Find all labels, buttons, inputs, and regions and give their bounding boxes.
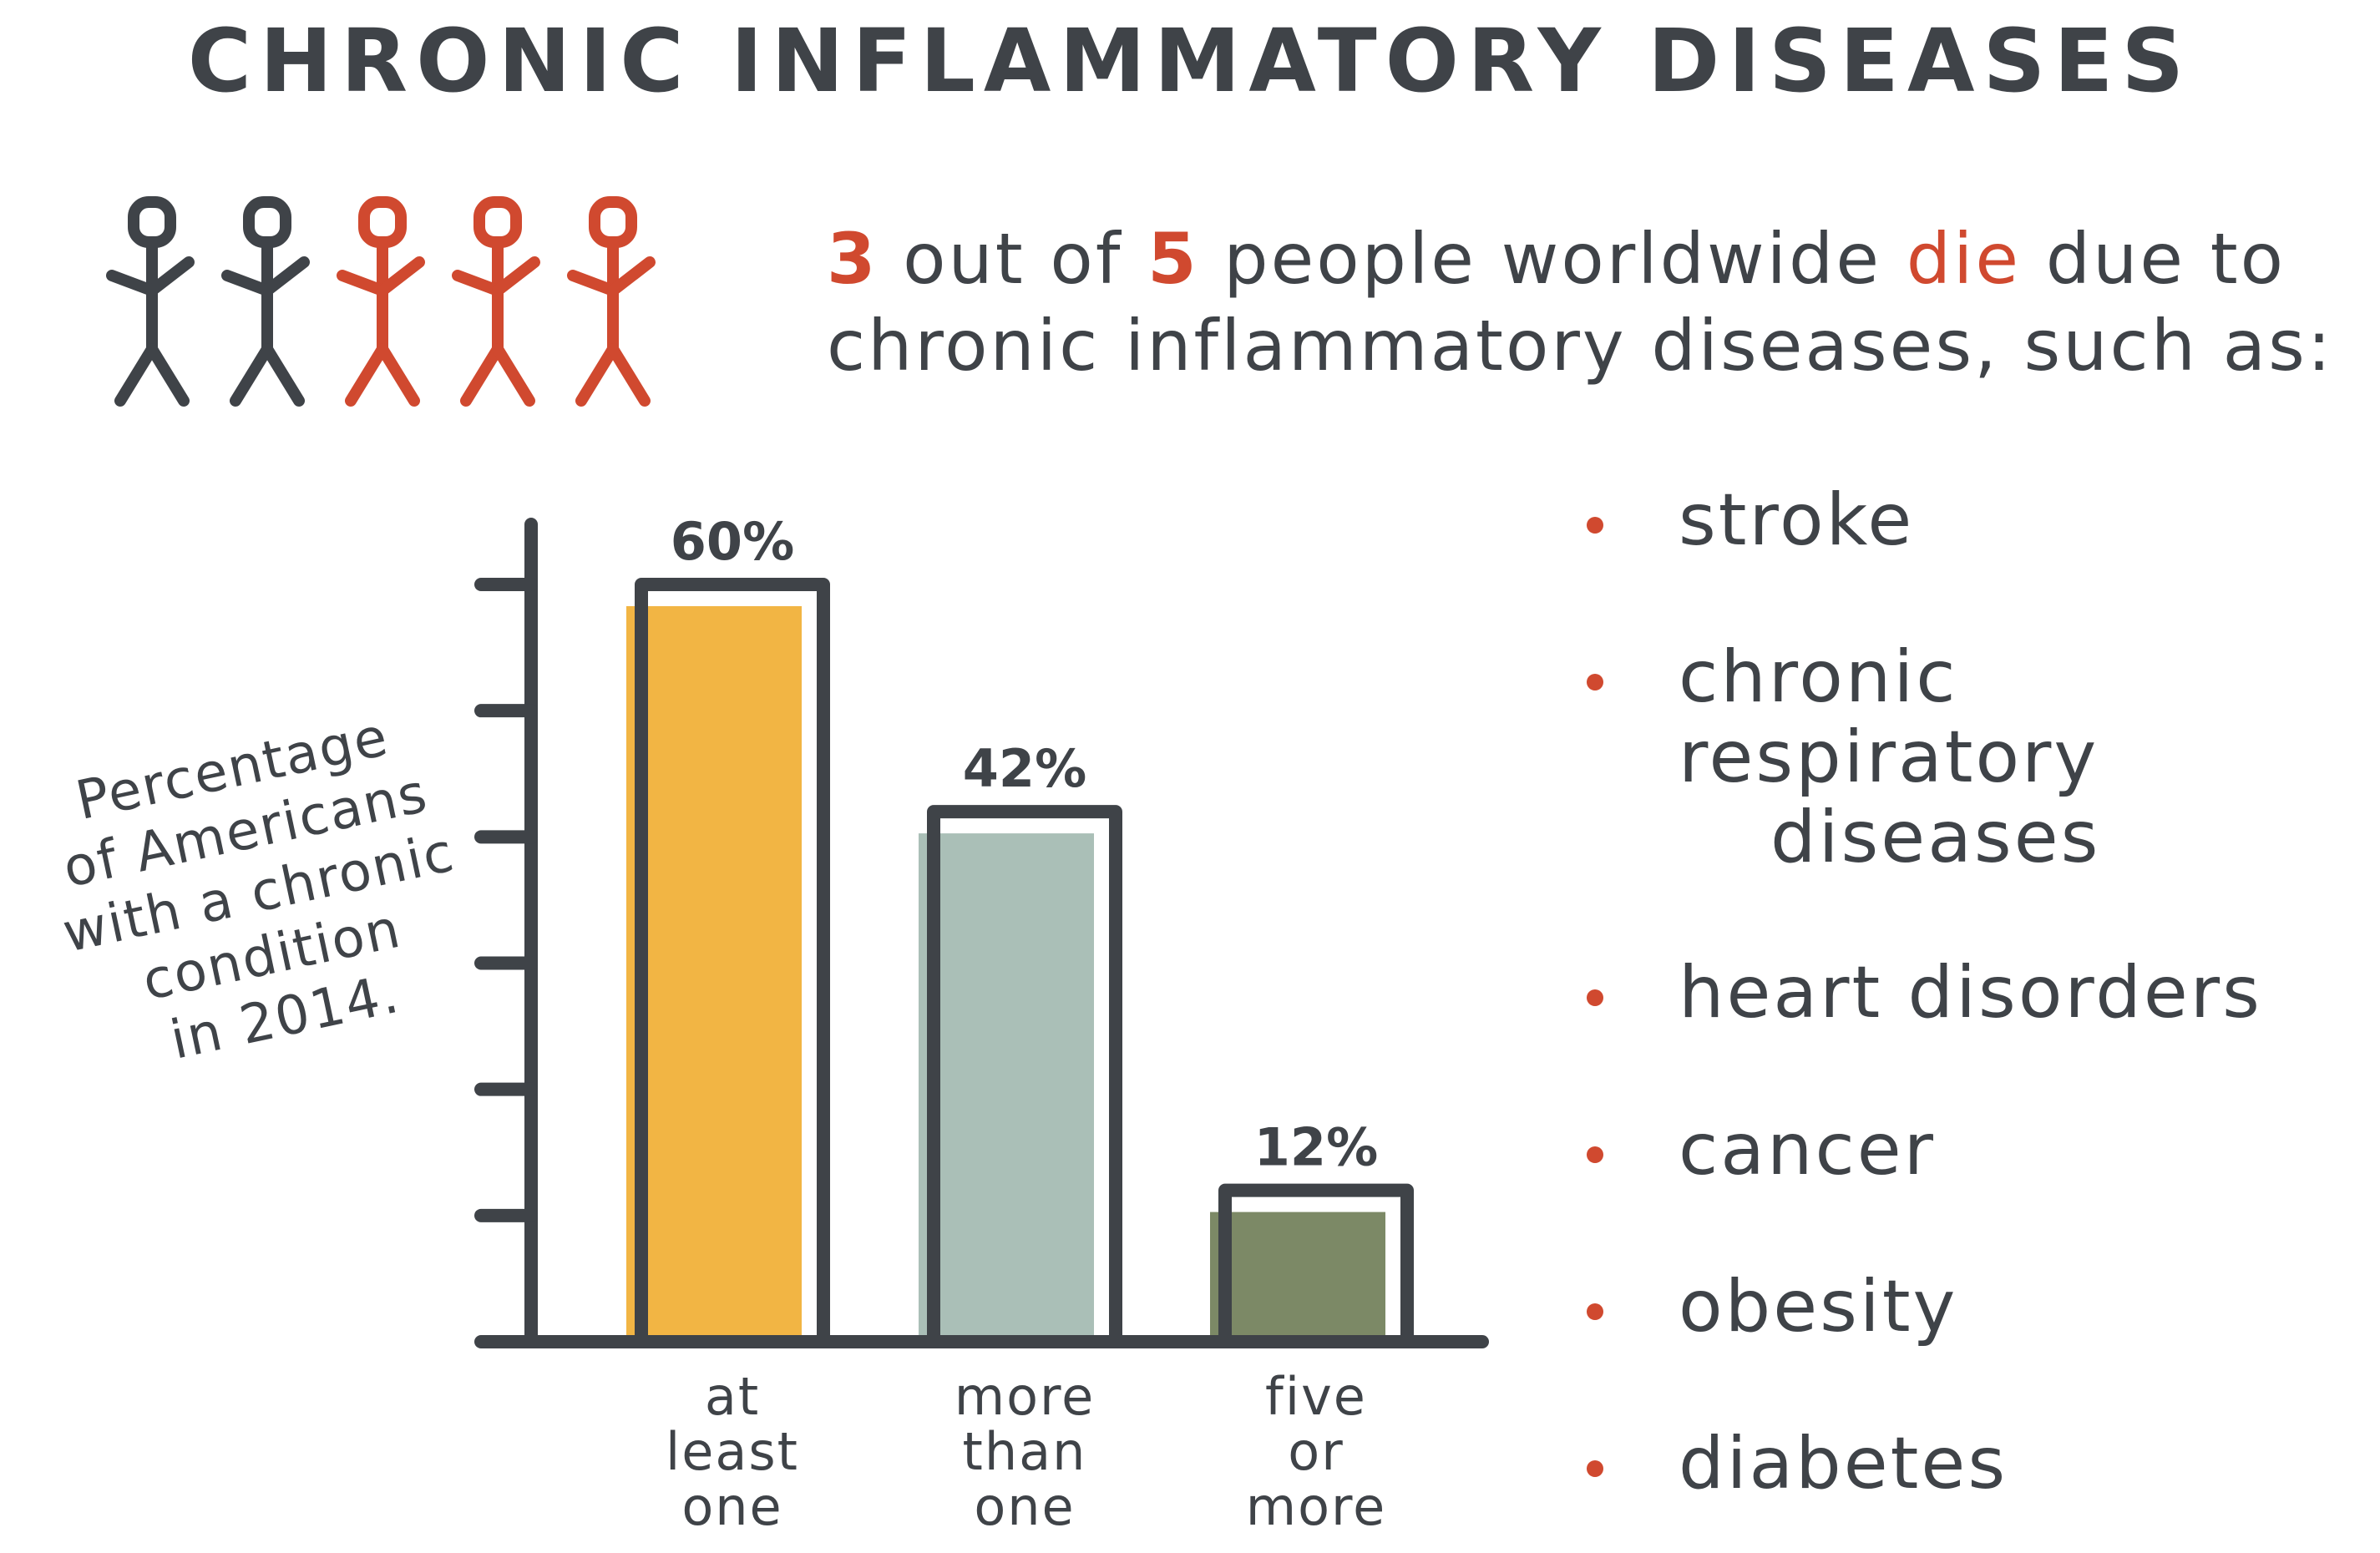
- headline-number-3: 3: [827, 218, 879, 300]
- headline-text-b: people worldwide: [1198, 218, 1907, 300]
- bar-fill-five-or-more: [1210, 1212, 1385, 1342]
- disease-label: stroke: [1679, 478, 1915, 562]
- headline-text-a: out of: [878, 218, 1148, 300]
- bullet-dot: [1587, 674, 1603, 691]
- person-icon-highlighted: [567, 196, 656, 407]
- x-category-label-more-than-one: more than one: [899, 1369, 1150, 1535]
- disease-label: cancer: [1679, 1108, 1937, 1191]
- disease-item-obesity: obesity: [1587, 1267, 2372, 1347]
- data-label-more-than-one: 42%: [963, 738, 1086, 799]
- x-category-label-five-or-more: five or more: [1191, 1369, 1441, 1535]
- person-icon-highlighted: [337, 196, 425, 407]
- headline-line-1: 3 out of 5 people worldwide die due to: [827, 215, 2347, 302]
- disease-label-line-2: diseases: [1770, 796, 2101, 879]
- category-line: at: [704, 1366, 761, 1427]
- page-title: CHRONIC INFLAMMATORY DISEASES: [187, 10, 2193, 112]
- category-line: more: [1245, 1476, 1387, 1537]
- disease-label: heart disorders: [1679, 951, 2262, 1034]
- data-label-at-least-one: 60%: [671, 511, 794, 572]
- bullet-dot: [1587, 1146, 1603, 1163]
- disease-label: obesity: [1679, 1265, 1958, 1348]
- bullet-dot: [1587, 1303, 1603, 1320]
- category-line: or: [1288, 1421, 1344, 1482]
- person-icon-highlighted: [452, 196, 540, 407]
- disease-item-cancer: cancer: [1587, 1110, 2372, 1190]
- bar-fill-at-least-one: [626, 606, 802, 1342]
- bullet-dot: [1587, 1460, 1603, 1477]
- headline-highlight: die: [1906, 218, 2022, 300]
- category-line: than: [962, 1421, 1087, 1482]
- disease-label: chronic respiratory: [1679, 635, 2099, 799]
- person-icon: [221, 196, 310, 407]
- category-line: least: [666, 1421, 799, 1482]
- disease-item-heart: heart disorders: [1587, 953, 2372, 1033]
- headline-line-2: chronic inflammatory diseases, such as:: [827, 305, 2334, 387]
- category-line: one: [681, 1476, 783, 1537]
- headline-text-c: due to: [2021, 218, 2286, 300]
- category-line: five: [1265, 1366, 1367, 1427]
- people-figures: [106, 196, 656, 407]
- bar-fill-more-than-one: [919, 833, 1094, 1342]
- disease-label: diabetes: [1679, 1422, 2008, 1505]
- data-label-five-or-more: 12%: [1254, 1117, 1378, 1178]
- disease-item-diabetes: diabetes: [1587, 1424, 2372, 1504]
- disease-list: stroke chronic respiratory diseases hear…: [1587, 480, 2372, 1504]
- headline-number-5: 5: [1147, 218, 1199, 300]
- x-category-label-at-least-one: at least one: [607, 1369, 858, 1535]
- disease-item-chronic-respiratory: chronic respiratory diseases: [1587, 637, 2372, 878]
- category-line: one: [974, 1476, 1076, 1537]
- bullet-dot: [1587, 517, 1603, 534]
- person-icon: [106, 196, 195, 407]
- bullet-dot: [1587, 989, 1603, 1006]
- headline: 3 out of 5 people worldwide die due to c…: [827, 215, 2347, 389]
- disease-item-stroke: stroke: [1587, 480, 2372, 560]
- category-line: more: [954, 1366, 1096, 1427]
